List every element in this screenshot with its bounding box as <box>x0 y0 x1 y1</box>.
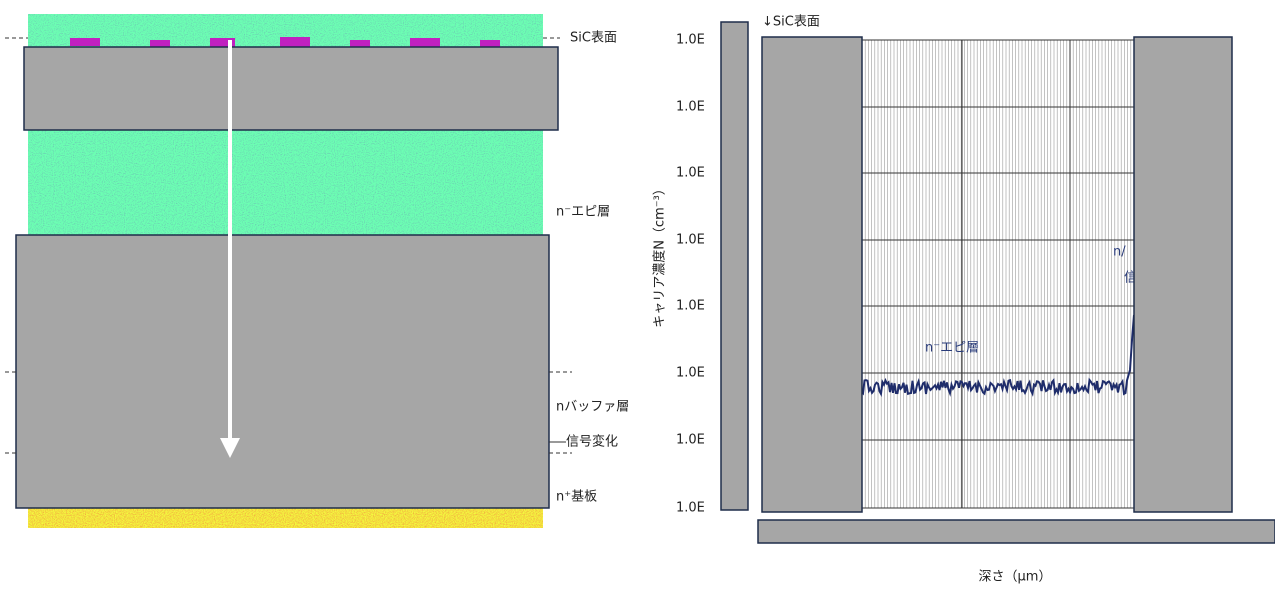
layer-label: 信号変化 <box>566 434 618 450</box>
annotation: n⁻エピ層 <box>925 341 979 356</box>
partial-label: n/ <box>1113 245 1126 260</box>
y-tick-label: 1.0E <box>676 100 705 115</box>
y-tick-label: 1.0E <box>676 166 705 181</box>
redaction <box>721 22 748 510</box>
redaction <box>1134 37 1232 512</box>
plot-grid <box>860 40 1135 508</box>
redaction <box>758 520 1275 543</box>
x-axis-label: 深さ（μm） <box>979 570 1052 585</box>
layer-label: SiC表面 <box>570 31 617 46</box>
redaction <box>762 37 862 512</box>
page: SiC表面 n⁻エピ層 nバッファ層 信号変化 n⁺基板 n⁻エピ層 n/ 信 … <box>0 0 1275 592</box>
layer-label: nバッファ層 <box>556 400 629 415</box>
surface-label: ↓SiC表面 <box>762 15 820 30</box>
redaction <box>24 47 558 130</box>
layer-label: n⁻エピ層 <box>556 205 610 220</box>
plot-area <box>860 40 1135 508</box>
y-tick-label: 1.0E <box>676 233 705 248</box>
y-tick-label: 1.0E <box>676 33 705 48</box>
figure: SiC表面 n⁻エピ層 nバッファ層 信号変化 n⁺基板 n⁻エピ層 n/ 信 … <box>0 0 1275 588</box>
redaction <box>16 235 549 508</box>
layer-label: n⁺基板 <box>556 490 597 505</box>
y-tick-label: 1.0E <box>676 501 705 516</box>
y-tick-label: 1.0E <box>676 433 705 448</box>
y-tick-label: 1.0E <box>676 366 705 381</box>
y-tick-label: 1.0E <box>676 299 705 314</box>
y-axis-label: キャリア濃度N（cm⁻³） <box>652 182 668 328</box>
